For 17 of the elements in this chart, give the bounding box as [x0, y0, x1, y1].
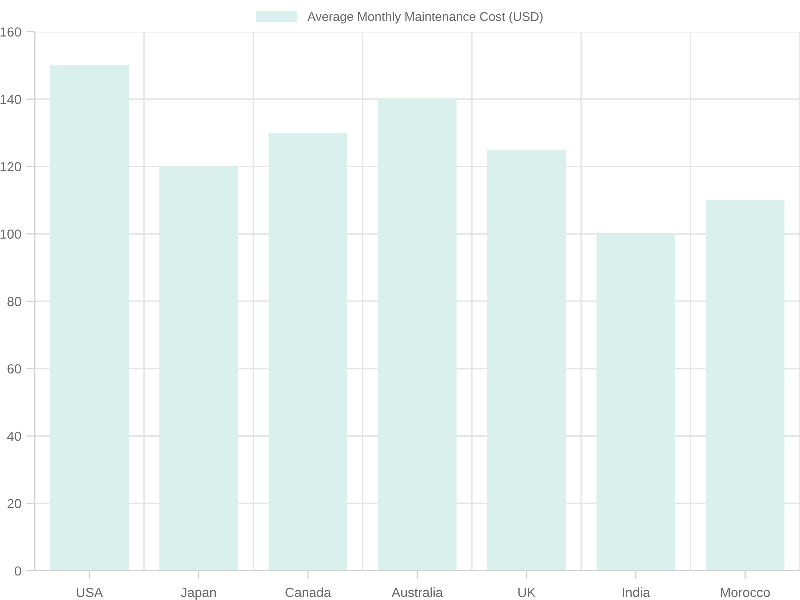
y-tick-label: 100	[0, 230, 22, 240]
y-tick-label: 120	[0, 162, 22, 172]
y-tick-label: 20	[8, 499, 22, 509]
y-tick-label: 0	[14, 566, 22, 576]
x-tick-label: Australia	[392, 588, 444, 598]
y-tick-label: 40	[7, 432, 22, 442]
x-tick-label: Canada	[286, 588, 332, 598]
y-tick-label: 60	[8, 364, 22, 374]
y-tick-label: 140	[0, 94, 22, 104]
x-tick-label: Japan	[181, 588, 216, 600]
y-tick-label: 160	[0, 28, 22, 37]
x-tick-label: UK	[518, 588, 536, 598]
x-tick-label: USA	[77, 588, 104, 598]
x-tick-label: Morocco	[721, 588, 770, 598]
legend-label: Average Monthly Maintenance Cost (USD)	[308, 12, 543, 24]
x-tick-label: India	[622, 588, 650, 598]
y-tick-label: 80	[8, 297, 22, 306]
